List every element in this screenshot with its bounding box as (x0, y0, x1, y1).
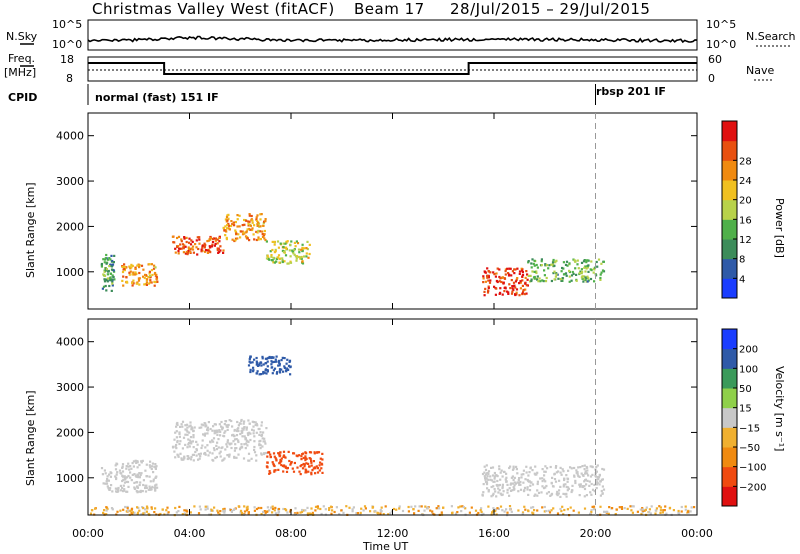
colorbar-0-seg-1 (722, 258, 737, 279)
power-panel-ylabel: Slant Range [km] (24, 182, 37, 278)
cpid-segment-rbsp: rbsp 201 IF (596, 85, 666, 98)
x-axis-title: Time UT (363, 540, 409, 553)
colorbar-1-seg-7 (722, 348, 737, 369)
xtick-label-6: 00:00 (681, 527, 713, 540)
colorbar-1-seg-2 (722, 447, 737, 468)
colorbar-ticklabel-0-1: 8 (739, 255, 745, 266)
nave-tick-bottom: 0 (708, 72, 715, 85)
colorbar-1-seg-8 (722, 329, 737, 350)
colorbar-1-seg-4 (722, 407, 737, 428)
ytick-label-0-3000: 3000 (56, 175, 84, 188)
ytick-label-1-4000: 4000 (56, 336, 84, 349)
power-feature-6 (527, 258, 606, 283)
nave-label: Nave (746, 64, 775, 77)
colorbar-ticklabel-0-2: 12 (739, 235, 752, 246)
beam-label: Beam 17 (354, 0, 425, 18)
ytick-label-1-2000: 2000 (56, 426, 84, 439)
colorbar-ticklabel-1-0: 200 (739, 345, 758, 356)
nsky-label: N.Sky (6, 30, 38, 43)
nsearch-tick-bottom: 10^0 (706, 38, 737, 51)
colorbar-1-seg-5 (722, 388, 737, 409)
colorbar-ticklabel-0-6: 28 (739, 156, 752, 167)
freq-unit-label: [MHz] (4, 66, 37, 79)
nsearch-tick-top: 10^5 (706, 18, 737, 31)
nsky-panel-frame (87, 19, 698, 51)
xtick-label-0: 00:00 (72, 527, 104, 540)
panel-frame-1 (87, 318, 698, 516)
freq-tick-top: 18 (60, 53, 74, 66)
xtick-label-2: 08:00 (275, 527, 307, 540)
nave-tick-top: 60 (708, 53, 722, 66)
ytick-label-1-1000: 1000 (56, 472, 84, 485)
colorbar-ticklabel-1-2: 50 (739, 384, 752, 395)
freq-trace (88, 62, 697, 75)
power-feature-0 (100, 253, 116, 292)
colorbar-ticklabel-1-4: −15 (739, 423, 760, 434)
power-feature-3 (222, 213, 267, 243)
colorbar-0-seg-7 (722, 140, 737, 161)
station-title: Christmas Valley West (fitACF) (92, 0, 335, 18)
velocity-feature-3 (247, 355, 292, 376)
xtick-label-1: 04:00 (174, 527, 206, 540)
nsky-trace (87, 35, 698, 44)
freq-label: Freq. (8, 52, 36, 65)
power-feature-2 (171, 235, 225, 256)
freq-panel-frame (87, 56, 698, 82)
colorbar-ticklabel-1-1: 100 (739, 364, 758, 375)
power-feature-1 (121, 263, 159, 287)
colorbar-0-seg-3 (722, 219, 737, 240)
ytick-label-1-3000: 3000 (56, 381, 84, 394)
velocity-feature-4 (481, 464, 606, 498)
colorbar-ticklabel-0-0: 4 (739, 274, 745, 285)
date-range: 28/Jul/2015 – 29/Jul/2015 (450, 0, 651, 18)
colorbar-1-seg-6 (722, 368, 737, 389)
xtick-label-5: 20:00 (580, 527, 612, 540)
ytick-label-0-2000: 2000 (56, 220, 84, 233)
colorbar-ticklabel-0-3: 16 (739, 215, 752, 226)
nsearch-label: N.Search (746, 30, 796, 43)
xtick-label-4: 16:00 (478, 527, 510, 540)
colorbar-0-seg-0 (722, 278, 737, 299)
velocity-feature-5 (89, 505, 696, 517)
nsky-tick-top: 10^5 (52, 18, 83, 31)
velocity-colorbar-label: Velocity [m s⁻¹] (773, 366, 786, 452)
cpid-segment-normal: normal (fast) 151 IF (95, 91, 219, 104)
colorbar-ticklabel-1-6: −100 (739, 463, 766, 474)
colorbar-frame-0 (721, 120, 738, 299)
power-feature-4 (265, 240, 311, 265)
colorbar-ticklabel-1-7: −200 (739, 482, 766, 493)
colorbar-0-seg-5 (722, 180, 737, 201)
colorbar-ticklabel-1-3: 15 (739, 404, 752, 415)
colorbar-ticklabel-0-5: 24 (739, 176, 752, 187)
nsky-tick-bottom: 10^0 (52, 38, 83, 51)
colorbar-1-seg-0 (722, 486, 737, 507)
ytick-label-0-1000: 1000 (56, 266, 84, 279)
velocity-feature-1 (171, 418, 268, 462)
velocity-feature-0 (100, 459, 159, 494)
cpid-label: CPID (8, 91, 38, 104)
colorbar-0-seg-2 (722, 239, 737, 260)
ytick-label-0-4000: 4000 (56, 130, 84, 143)
power-colorbar-label: Power [dB] (773, 198, 786, 258)
colorbar-ticklabel-0-4: 20 (739, 196, 752, 207)
colorbar-0-seg-6 (722, 160, 737, 181)
colorbar-ticklabel-1-5: −50 (739, 443, 760, 454)
colorbar-0-seg-4 (722, 199, 737, 220)
colorbar-0-seg-8 (722, 121, 737, 142)
velocity-panel-ylabel: Slant Range [km] (24, 390, 37, 486)
colorbar-1-seg-1 (722, 466, 737, 487)
panel-frame-0 (87, 112, 698, 310)
xtick-label-3: 12:00 (377, 527, 409, 540)
colorbar-1-seg-3 (722, 427, 737, 448)
colorbar-frame-1 (721, 328, 738, 507)
velocity-feature-2 (265, 450, 324, 476)
freq-tick-bottom: 8 (66, 72, 73, 85)
power-feature-5 (482, 267, 529, 297)
